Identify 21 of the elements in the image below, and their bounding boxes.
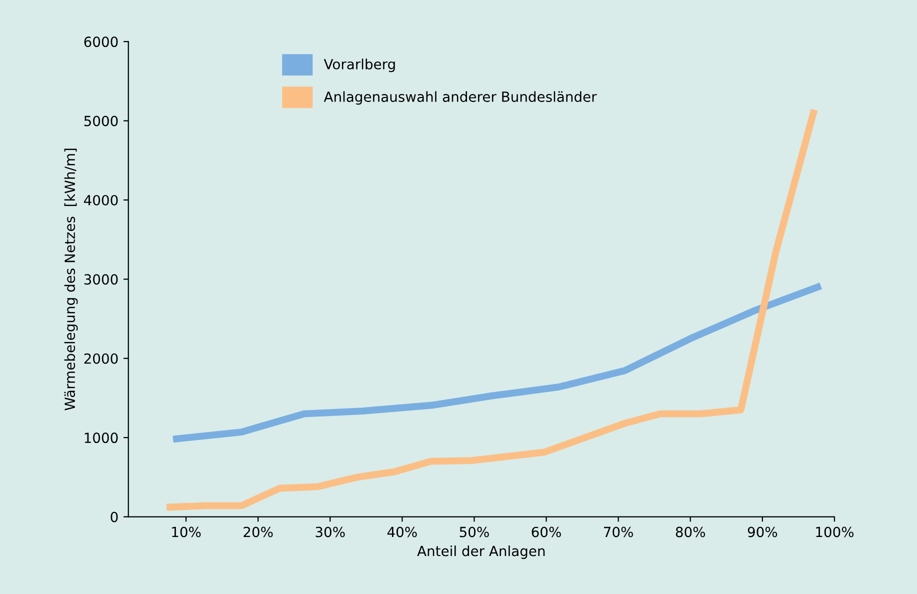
x-tick-label: 50% [460,526,489,538]
x-tick-label: 70% [604,526,633,538]
y-tick-label: 0 [110,512,118,522]
x-tick-label: 30% [316,526,345,538]
legend-label: Anlagenauswahl anderer Bundesländer [324,91,597,105]
y-tick-label: 2000 [84,353,118,364]
x-tick-label: 60% [532,526,561,538]
y-tick-label: 5000 [84,116,118,126]
y-tick-label: 4000 [84,194,118,206]
y-tick-label: 1000 [84,432,118,444]
legend-label: Vorarlberg [324,58,395,72]
x-tick-label: 100% [816,526,854,538]
x-tick-label: 20% [244,526,273,538]
x-tick-label: 40% [387,526,417,538]
y-axis-title: Wärmebelegung des Netzes [kWh/m] [64,148,78,410]
x-tick-label: 80% [676,526,706,538]
y-tick-label: 6000 [84,36,118,48]
x-tick-label: 10% [172,526,201,538]
x-axis-title: Anteil der Anlagen [417,546,545,559]
x-tick-label: 90% [748,526,778,538]
y-tick-label: 3000 [84,274,118,285]
